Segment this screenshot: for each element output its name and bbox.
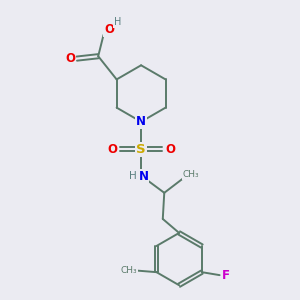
Text: O: O [165, 142, 175, 156]
Text: F: F [222, 268, 230, 282]
Text: N: N [136, 115, 146, 128]
Text: CH₃: CH₃ [120, 266, 137, 274]
Text: H: H [114, 17, 122, 27]
Text: CH₃: CH₃ [183, 170, 199, 179]
Text: O: O [65, 52, 75, 64]
Text: N: N [139, 170, 148, 183]
Text: H: H [129, 171, 136, 181]
Text: O: O [107, 142, 117, 156]
Text: O: O [104, 23, 114, 36]
Text: S: S [136, 142, 146, 156]
